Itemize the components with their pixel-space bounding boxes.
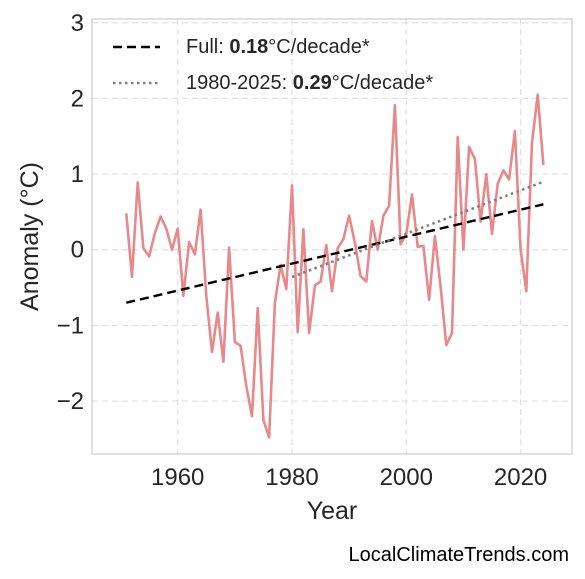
x-tick-label: 1980: [265, 464, 318, 491]
grid: [92, 19, 572, 454]
y-tick-label: 2: [71, 85, 84, 112]
x-axis-label: Year: [307, 497, 358, 525]
y-tick-label: −2: [57, 388, 84, 415]
legend-trend-value: 0.29: [293, 72, 332, 94]
x-tick-label: 2000: [380, 464, 433, 491]
x-tick-label: 1960: [151, 464, 204, 491]
y-tick-label: 1: [71, 161, 84, 188]
y-tick-label: −1: [57, 312, 84, 339]
y-tick-label: 3: [71, 10, 84, 37]
tick-labels: 1960 1980 2000 2020 3 2 1 0 −1 −2: [57, 10, 548, 491]
observed-anomaly-line: [125, 93, 545, 439]
legend-prefix: 1980-2025:: [186, 72, 293, 94]
y-axis-label: Anomaly (°C): [16, 162, 44, 311]
legend-suffix: °C/decade*: [332, 72, 434, 94]
y-tick-label: 0: [71, 237, 84, 264]
legend-trend-value: 0.18: [229, 36, 268, 58]
x-tick-label: 2020: [494, 464, 547, 491]
plot-frame: [91, 18, 573, 455]
legend-suffix: °C/decade*: [268, 36, 370, 58]
recent-trend-line: [291, 180, 544, 279]
full-trend-line: [126, 203, 544, 304]
series-layer: [125, 93, 545, 439]
legend: Full: 0.18°C/decade*1980-2025: 0.29°C/de…: [113, 36, 433, 94]
watermark: LocalClimateTrends.com: [348, 544, 569, 566]
legend-prefix: Full:: [186, 36, 229, 58]
legend-entry: 1980-2025: 0.29°C/decade*: [186, 72, 433, 94]
legend-entry: Full: 0.18°C/decade*: [186, 36, 370, 58]
